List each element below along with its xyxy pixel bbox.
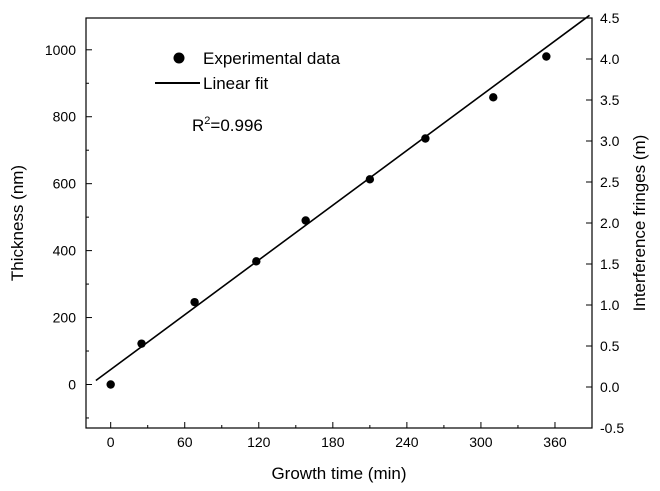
x-tick-label-2: 120 — [247, 434, 271, 450]
legend-marker-experimental — [173, 52, 185, 64]
y2-tick-label-6: 2.5 — [600, 174, 620, 190]
y2-axis-title: Interference fringes (m) — [630, 135, 649, 312]
y2-tick-label-5: 2.0 — [600, 215, 620, 231]
y-tick-label-1: 200 — [53, 310, 77, 326]
x-tick-label-6: 360 — [543, 434, 567, 450]
y2-tick-label-7: 3.0 — [600, 133, 620, 149]
fit-line — [95, 14, 591, 382]
data-point-5 — [365, 175, 375, 184]
y2-tick-label-1: 0.0 — [600, 379, 620, 395]
x-axis-title: Growth time (min) — [271, 464, 406, 483]
plot-frame — [85, 17, 593, 429]
y2-tick-label-3: 1.0 — [600, 297, 620, 313]
data-point-4 — [301, 216, 310, 225]
x-tick-label-1: 60 — [177, 434, 193, 450]
x-tick-label-3: 180 — [321, 434, 345, 450]
data-point-1 — [137, 339, 146, 348]
y-tick-label-2: 400 — [53, 243, 77, 259]
data-point-3 — [252, 257, 261, 266]
y-tick-label-3: 600 — [53, 176, 77, 192]
y2-tick-label-10: 4.5 — [600, 10, 620, 26]
y2-tick-label-4: 1.5 — [600, 256, 620, 272]
y-tick-label-0: 0 — [68, 376, 76, 392]
data-point-0 — [106, 380, 115, 389]
legend-label-experimental: Experimental data — [203, 49, 341, 68]
y2-tick-label-9: 4.0 — [600, 51, 620, 67]
y-tick-label-5: 1000 — [45, 42, 76, 58]
legend-label-fit: Linear fit — [203, 74, 268, 93]
data-point-7 — [489, 93, 498, 102]
data-point-8 — [542, 52, 551, 61]
y2-tick-label-2: 0.5 — [600, 338, 620, 354]
y2-tick-label-8: 3.5 — [600, 92, 620, 108]
x-tick-label-5: 300 — [469, 434, 493, 450]
marks-layer — [95, 14, 591, 389]
x-tick-label-0: 0 — [107, 434, 115, 450]
data-point-2 — [190, 297, 199, 307]
y-axis-title: Thickness (nm) — [8, 165, 27, 281]
y-tick-label-4: 800 — [53, 109, 77, 125]
r-squared-annotation: R2=0.996 — [192, 115, 263, 135]
data-point-6 — [421, 134, 430, 143]
legend: Experimental data Linear fit — [155, 49, 341, 93]
x-tick-label-4: 240 — [395, 434, 419, 450]
ticks-layer: 0 60 120 180 240 300 360 0 200 400 600 800 1000 -0.5 0… — [45, 10, 624, 450]
y2-tick-label-0: -0.5 — [600, 420, 624, 436]
